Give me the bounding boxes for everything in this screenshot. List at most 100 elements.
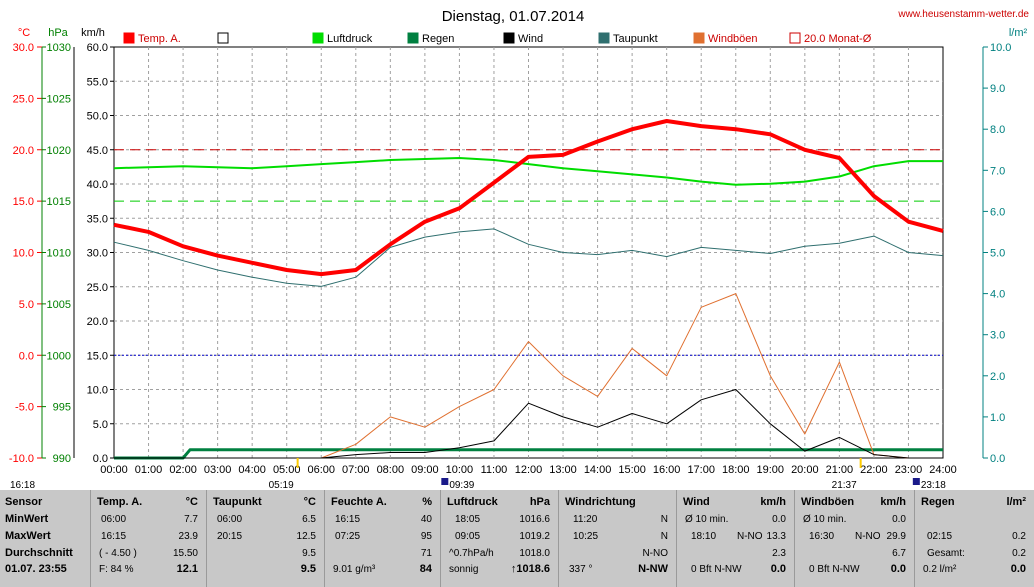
rain-tick-label: 9.0 [990,83,1005,95]
hum-now-note: 9.01 g/m³ [333,564,376,575]
wind-now-note: 0 Bft N-NW [691,564,742,575]
dir-min: N [660,514,668,525]
rain-max-time: Gesamt: [927,548,965,559]
temp-tick-label: 20.0 [13,145,34,157]
press-max-time: 09:05 [455,531,481,542]
temp-avg: 15.50 [172,548,198,559]
temp-now-note: F: 84 % [99,564,134,575]
x-tick-label: 04:00 [238,464,266,476]
axes: 00:00 01:00 02:00 03:00 04:00 05:00 06:00 07:00… [9,42,1012,476]
x-tick-label: 05:00 [273,464,301,476]
x-tick-label: 13:00 [549,464,577,476]
wind-tick-label: 35.0 [87,213,108,225]
wind-tick-label: 15.0 [87,350,108,362]
temperature-line [113,119,944,277]
temp-min: 7.7 [184,514,198,525]
rain-now: 0.0 [1010,563,1026,575]
sensor-max-label: MaxWert [5,530,51,542]
rain-max: 0.2 [1012,548,1026,559]
dir-now: N-NW [638,563,668,575]
wind-tick-label: 55.0 [87,76,108,88]
rain-header: Regen [921,496,955,508]
x-tick-label: 08:00 [377,464,405,476]
pressure-tick-label: 1010 [47,248,71,260]
hum-unit: % [422,496,432,508]
gust-min-time: Ø 10 min. [803,514,847,525]
dir-min-time: 11:20 [573,514,598,525]
wind-tick-label: 20.0 [87,316,108,328]
x-tick-label: 21:00 [826,464,854,476]
rain-min: 0.2 [1012,531,1026,542]
rain-column: Regen l/m² 02:15 0.2 Gesamt: 0.2 0.2 l/m… [914,490,1034,587]
wind-direction-column: Windrichtung 11:20 N 10:25 N N-NO 337 ° … [558,490,676,587]
dewpoint-column: Taupunkt °C 06:00 6.5 20:15 12.5 9.5 9.5 [206,490,324,587]
x-tick-label: 11:00 [481,464,508,476]
x-tick-label: 17:00 [687,464,715,476]
website-link[interactable]: www.heusenstamm-wetter.de [897,9,1029,20]
rain-tick-label: 5.0 [990,248,1005,260]
x-tick-label: 07:00 [342,464,370,476]
dir-now-note: 337 ° [569,564,593,575]
sensor-avg-label: Durchschnitt [5,547,73,559]
sensor-column: Sensor MinWert MaxWert Durchschnitt 01.0… [0,490,90,587]
hum-max: 95 [420,531,432,542]
temp-max-time: 16:15 [101,531,127,542]
x-tick-label: 03:00 [204,464,232,476]
x-tick-label: 15:00 [618,464,646,476]
moonrise-label: 16:18 [10,480,35,490]
x-tick-label: 19:00 [757,464,785,476]
wind-tick-label: 60.0 [87,42,108,54]
rain-axis-unit: l/m² [1009,27,1028,39]
weather-chart: Dienstag, 01.07.2014 www.heusenstamm-wet… [9,8,1030,490]
rain-tick-label: 8.0 [990,124,1005,136]
wind-line [114,389,943,459]
wind-max: 13.3 [766,531,786,542]
temp-tick-label: 25.0 [13,93,34,105]
wind-tick-label: 5.0 [93,419,108,431]
pressure-tick-label: 1000 [47,350,71,362]
sensor-now-label: 01.07. 23:55 [5,563,67,575]
x-tick-label: 18:00 [722,464,750,476]
legend-swatch-blank [217,32,229,44]
hum-min: 40 [420,514,432,525]
legend-label-gust: Windböen [708,33,758,45]
temp-tick-label: 15.0 [13,196,34,208]
wind-tick-label: 45.0 [87,145,108,157]
rain-tick-label: 0.0 [990,453,1005,465]
dir-header: Windrichtung [565,496,636,508]
gust-now: 0.0 [890,563,906,575]
wind-tick-label: 50.0 [87,111,108,123]
wind-now: 0.0 [770,563,786,575]
temp-avg-note: ( - 4.50 ) [99,548,137,559]
temp-min-time: 06:00 [101,514,127,525]
gust-max-dir: N-NO [855,531,881,542]
x-tick-label: 24:00 [929,464,957,476]
legend-label-temp: Temp. A. [138,33,181,45]
gust-now-note: 0 Bft N-NW [809,564,860,575]
pressure-tick-label: 995 [53,402,71,414]
rain-tick-label: 10.0 [990,42,1011,54]
gust-max: 29.9 [886,531,906,542]
wind-max-dir: N-NO [737,531,763,542]
wind-tick-label: 10.0 [87,385,108,397]
x-tick-label: 01:00 [135,464,163,476]
sensor-min-label: MinWert [5,513,49,525]
legend-label-wind: Wind [518,33,543,45]
temp-tick-label: 10.0 [13,248,34,260]
rain-unit: l/m² [1006,496,1026,508]
moon-icon-1 [441,478,449,485]
dew-max-time: 20:15 [217,531,243,542]
press-header: Luftdruck [447,496,498,508]
press-unit: hPa [529,496,550,508]
x-tick-label: 02:00 [169,464,197,476]
press-now: ↑1018.6 [510,563,550,575]
legend-label-pressure: Luftdruck [327,33,373,45]
rain-tick-label: 1.0 [990,412,1005,424]
press-now-note: sonnig [449,564,479,575]
x-tick-label: 06:00 [307,464,335,476]
temp-tick-label: -5.0 [15,402,34,414]
temp-max: 23.9 [178,531,198,542]
hum-now: 84 [419,563,432,575]
hum-avg: 71 [420,548,432,559]
rain-tick-label: 6.0 [990,206,1005,218]
